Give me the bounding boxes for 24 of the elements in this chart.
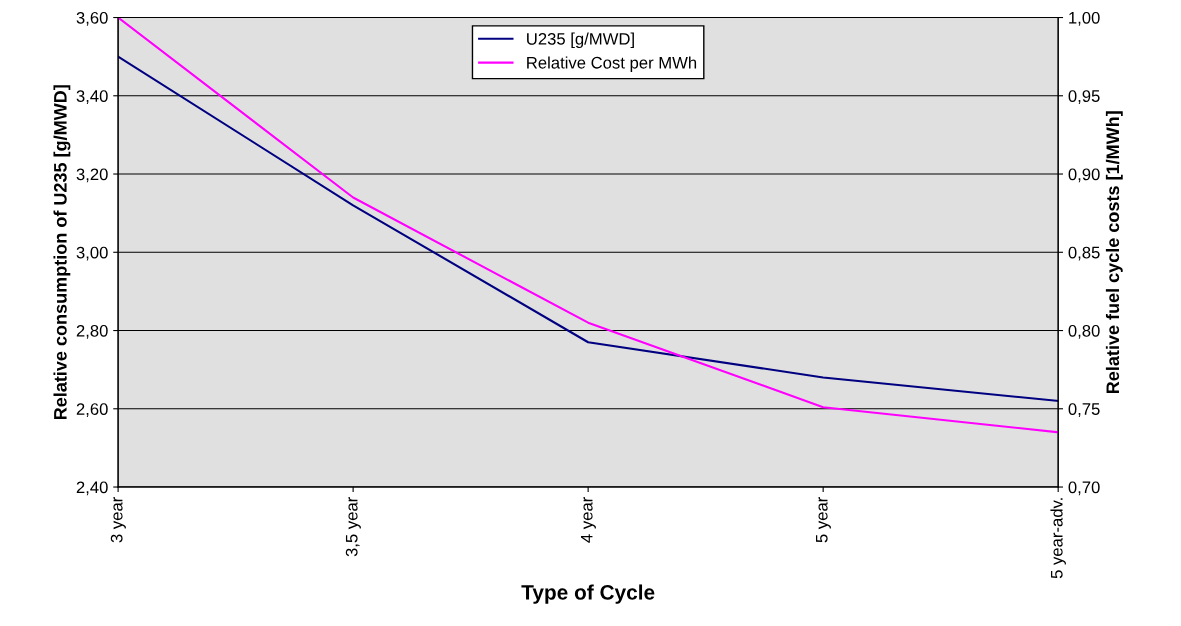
x-tick-label: 3,5 year bbox=[345, 497, 361, 557]
x-tick-label: 3 year bbox=[110, 497, 126, 543]
y2-tick-label: 0,90 bbox=[1068, 168, 1100, 183]
legend-label: U235 [g/MWD] bbox=[527, 32, 634, 49]
x-tick-label: 5 year bbox=[816, 497, 831, 543]
y2-tick-label: 1,00 bbox=[1069, 11, 1100, 26]
y2-tick-label: 0,95 bbox=[1068, 90, 1100, 104]
y2-axis-title: Relative fuel cycle costs [1/MWh] bbox=[1105, 111, 1123, 394]
x-tick-label: 4 year bbox=[580, 497, 596, 543]
y-tick-label: 3,40 bbox=[76, 90, 108, 104]
y2-tick-label: 0,80 bbox=[1068, 324, 1100, 339]
y2-tick-label: 0,75 bbox=[1068, 403, 1100, 417]
y-axis-title: Relative consumption of U235 [g/MWD] bbox=[53, 85, 71, 420]
y2-tick-label: 0,70 bbox=[1068, 481, 1100, 496]
y-tick-label: 2,80 bbox=[76, 324, 108, 339]
x-tick-label: 5 year-adv. bbox=[1050, 498, 1066, 579]
y-tick-label: 3,00 bbox=[76, 246, 108, 261]
y-tick-label: 2,60 bbox=[76, 403, 108, 417]
y2-tick-label: 0,85 bbox=[1068, 246, 1100, 261]
y-tick-label: 3,60 bbox=[76, 11, 108, 26]
y-tick-label: 2,40 bbox=[76, 481, 108, 496]
y-tick-label: 3,20 bbox=[76, 168, 108, 183]
x-axis-title: Type of Cycle bbox=[521, 584, 655, 604]
legend-label: Relative Cost per MWh bbox=[527, 56, 697, 72]
